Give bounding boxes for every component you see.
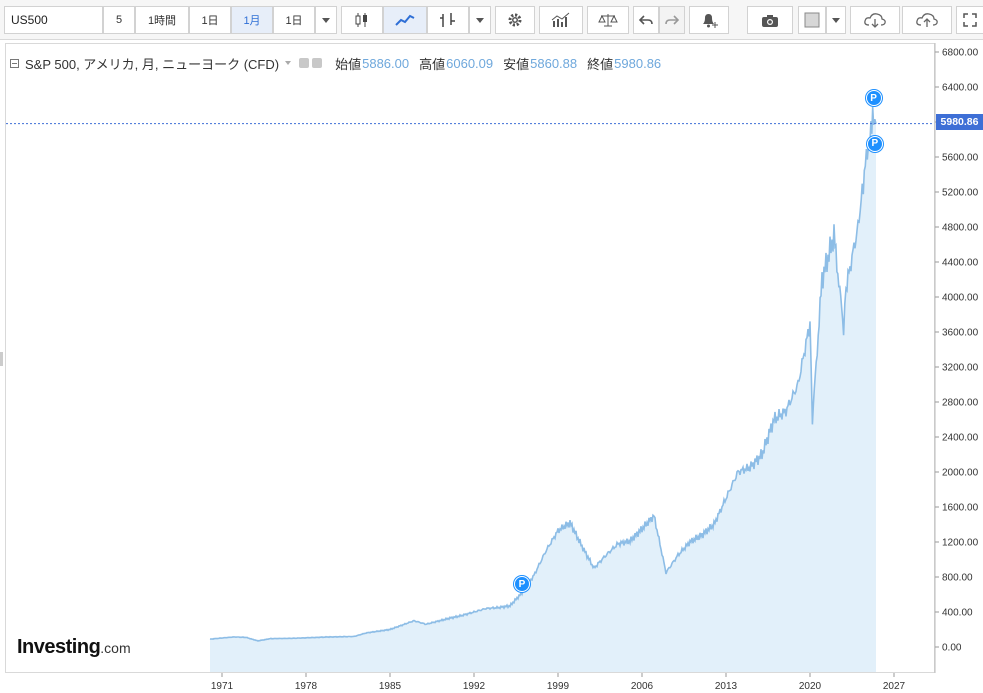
redo-icon [665,15,679,25]
settings-button[interactable] [495,6,535,34]
y-tick-label: 6400.00 [942,83,979,94]
y-tick-label: 2400.00 [942,433,979,444]
interval-custom-button[interactable]: 1日 [273,6,315,34]
investing-logo: Investing.com [17,636,131,659]
settings-small-icon[interactable] [312,58,323,68]
y-tick-label: 4000.00 [942,293,979,304]
candle-chart-button[interactable] [341,6,383,34]
low-label: 安値 [503,56,530,72]
chevron-down-icon [832,17,840,23]
y-tick-label: 4800.00 [942,223,979,234]
square-layout-icon [804,12,820,28]
interval-1m-button[interactable]: 1月 [231,6,273,34]
y-tick-label: 6800.00 [942,48,979,59]
chevron-down-icon [322,17,330,23]
fullscreen-icon [963,13,977,27]
interval-dropdown-button[interactable] [315,6,337,34]
close-label: 終値 [587,56,614,72]
x-tick-label: 1992 [463,681,486,692]
undo-icon [639,15,653,25]
cloud-download-icon [864,13,886,28]
low-value: 5860.88 [530,55,578,71]
indicators-button[interactable] [539,6,583,34]
chart-toolbar: US500 5 1時間 1日 1月 1日 [0,0,983,40]
x-tick-label: 2013 [715,681,738,692]
y-tick-label: 800.00 [942,573,973,584]
area-chart-icon [395,14,415,26]
compare-button[interactable] [587,6,629,34]
collapse-legend-icon[interactable] [10,58,19,68]
price-axis: 6800.006400.006000.005600.005200.004800.… [935,48,979,654]
x-tick-label: 2006 [631,681,654,692]
x-tick-label: 1999 [547,681,570,692]
x-tick-label: 1971 [211,681,234,692]
camera-icon [762,14,778,27]
time-axis: 1971 1978 1985 1992 1999 2006 2013 2020 2027 [211,673,906,692]
layout-dropdown-button[interactable] [826,6,846,34]
chart-type-dropdown-button[interactable] [469,6,491,34]
x-tick-label: 2027 [883,681,906,692]
high-label: 高値 [419,56,446,72]
y-tick-label: 4400.00 [942,258,979,269]
visibility-icon[interactable] [299,58,310,68]
load-chart-button[interactable] [850,6,900,34]
gear-icon [508,13,522,27]
indicators-icon [551,12,570,27]
bell-plus-icon [703,14,718,28]
interval-1d-button[interactable]: 1日 [189,6,231,34]
fullscreen-button[interactable] [956,6,983,34]
layout-button[interactable] [798,6,826,34]
y-tick-label: 2000.00 [942,468,979,479]
save-chart-button[interactable] [902,6,952,34]
chart-legend: S&P 500, アメリカ, 月, ニューヨーク (CFD) 始値 5886.00… [10,54,661,72]
indicator-button[interactable] [427,6,469,34]
scale-icon [598,14,618,27]
bar-chart-type-icon [440,13,455,27]
redo-button[interactable] [659,6,685,34]
event-pin-icon[interactable]: P [865,90,882,106]
last-price-tag: 5980.86 [936,114,983,130]
alert-button[interactable] [689,6,729,34]
y-tick-label: 5600.00 [942,153,979,164]
y-tick-label: 5200.00 [942,188,979,199]
logo-suffix: .com [100,640,131,656]
y-tick-label: 1200.00 [942,538,979,549]
x-tick-label: 1978 [295,681,318,692]
symbol-input[interactable]: US500 [4,6,103,34]
event-pin-icon[interactable]: P [514,576,530,592]
screenshot-button[interactable] [747,6,793,34]
x-tick-label: 1985 [379,681,402,692]
instrument-title: S&P 500, アメリカ, 月, ニューヨーク (CFD) [25,56,280,72]
interval-1h-button[interactable]: 1時間 [135,6,189,34]
x-tick-label: 2020 [799,681,822,692]
undo-button[interactable] [633,6,659,34]
event-pin-icon[interactable]: P [866,135,883,152]
chevron-down-icon[interactable] [285,61,292,65]
line-chart-button[interactable] [383,6,427,34]
y-tick-label: 1600.00 [942,503,979,514]
logo-main: Investing [17,636,101,658]
interval-5-button[interactable]: 5 [103,6,135,34]
high-value: 6060.09 [446,55,494,71]
open-label: 始値 [335,56,362,72]
price-line [209,106,877,642]
y-tick-label: 3200.00 [942,363,979,374]
candlestick-icon [355,13,367,27]
pane-resize-handle[interactable] [0,352,3,366]
chevron-down-icon [476,17,484,23]
y-tick-label: 0.00 [942,643,962,654]
price-area-fill [210,107,876,672]
open-value: 5886.00 [362,55,410,71]
y-tick-label: 3600.00 [942,328,979,339]
close-value: 5980.86 [614,55,662,71]
y-tick-label: 400.00 [942,608,973,619]
y-tick-label: 2800.00 [942,398,979,409]
cloud-upload-icon [916,13,938,27]
